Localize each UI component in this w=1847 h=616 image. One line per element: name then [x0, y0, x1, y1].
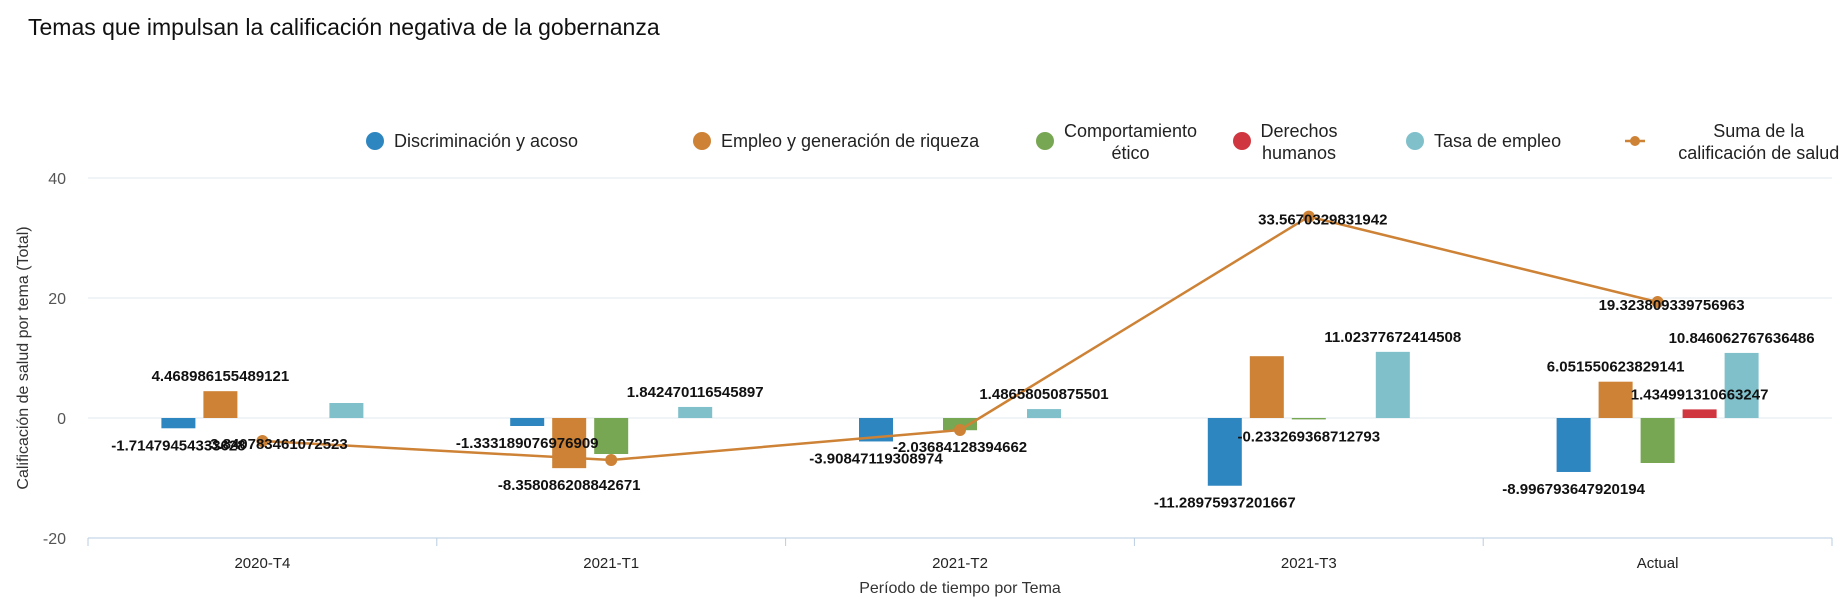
data-label: -8.996793647920194 — [1502, 481, 1645, 498]
line-point — [256, 435, 269, 448]
bar — [1291, 418, 1326, 420]
line-point — [1302, 210, 1315, 223]
bar — [1682, 409, 1717, 418]
x-axis-title: Período de tiempo por Tema — [859, 580, 1061, 597]
data-label: 10.846062767636486 — [1669, 330, 1815, 347]
x-tick-label: 2021-T3 — [1281, 555, 1337, 572]
legend-label: Comportamiento ético — [1064, 121, 1197, 163]
legend-marker — [1630, 136, 1640, 146]
bar — [1375, 351, 1410, 418]
y-tick-label: 40 — [48, 171, 66, 188]
y-tick-label: 20 — [48, 291, 66, 308]
legend-marker — [1036, 132, 1054, 150]
bar — [1556, 418, 1591, 472]
bar — [552, 418, 587, 469]
bar — [161, 418, 196, 429]
data-label: -3.840783461072523 — [205, 436, 348, 453]
bar — [510, 418, 545, 426]
legend-label: Discriminación y acoso — [394, 131, 578, 151]
data-label: 1.48658050875501 — [979, 386, 1108, 403]
bar — [203, 391, 238, 418]
line-point — [1651, 296, 1664, 309]
chart-title: Temas que impulsan la calificación negat… — [28, 14, 660, 40]
x-tick-label: Actual — [1637, 555, 1679, 572]
data-label: -1.71479454333628 — [111, 437, 245, 454]
legend-marker — [1233, 132, 1251, 150]
line-point — [605, 454, 618, 466]
bar — [1207, 418, 1242, 486]
y-tick-label: -20 — [43, 531, 66, 548]
data-label: -0.233269368712793 — [1237, 428, 1380, 445]
x-tick-label: 2021-T2 — [932, 555, 988, 572]
data-label: -11.28975937201667 — [1154, 495, 1296, 512]
bar — [594, 418, 629, 454]
x-tick-label: 2020-T4 — [234, 555, 290, 572]
data-label: -1.333189076976909 — [456, 435, 599, 452]
y-tick-label: 0 — [57, 411, 66, 428]
legend-label: Derechos humanos — [1260, 121, 1337, 163]
data-label: -8.358086208842671 — [498, 477, 641, 494]
bar — [678, 406, 713, 418]
data-label: 6.051550623829141 — [1547, 359, 1685, 376]
legend-marker — [1406, 132, 1424, 150]
data-label: 4.468986155489121 — [152, 368, 290, 385]
line-point — [954, 424, 966, 436]
bar — [329, 403, 364, 418]
legend-marker — [693, 132, 711, 150]
bar — [1027, 409, 1061, 418]
bar — [1249, 356, 1284, 418]
data-label: 19.323809339756963 — [1599, 297, 1745, 314]
y-axis-title: Calificación de salud por tema (Total) — [15, 226, 32, 489]
data-label: 1.434991310663247 — [1631, 386, 1769, 403]
bar — [1724, 352, 1759, 418]
data-label: -2.03684128394662 — [893, 439, 1027, 456]
bar — [1640, 418, 1675, 463]
data-label: 33.5670329831942 — [1258, 212, 1387, 229]
legend-label: Tasa de empleo — [1434, 131, 1561, 151]
data-label: 1.842470116545897 — [627, 384, 764, 401]
data-label: 11.02377672414508 — [1324, 329, 1461, 346]
legend-label: Empleo y generación de riqueza — [721, 131, 980, 151]
x-tick-label: 2021-T1 — [583, 555, 639, 572]
data-label: -3.90847119308974 — [809, 450, 943, 467]
bar — [1598, 381, 1633, 418]
legend-label: Suma de la calificación de salud — [1678, 121, 1839, 163]
legend-marker — [366, 132, 384, 150]
